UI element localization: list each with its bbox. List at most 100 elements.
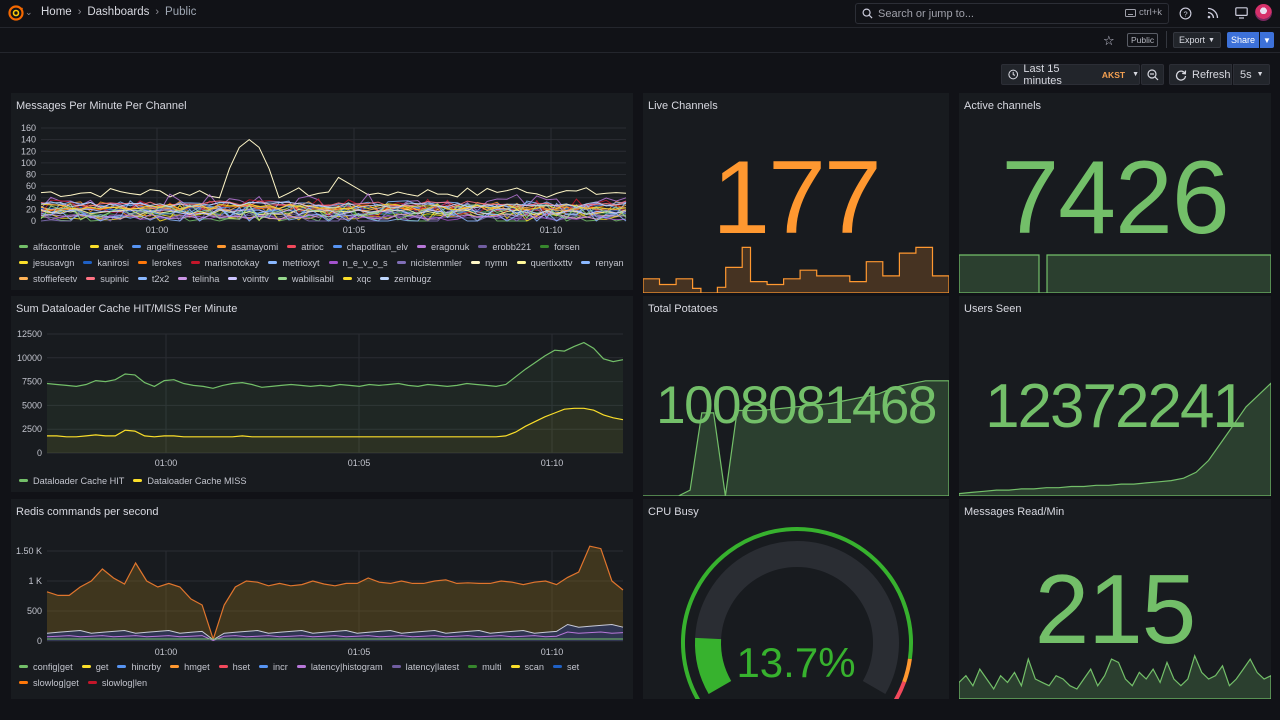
legend-label: xqc: [356, 273, 372, 284]
legend-item[interactable]: hset: [218, 661, 250, 672]
legend-item[interactable]: atrioc: [287, 241, 324, 252]
legend-item[interactable]: slowlog|get: [19, 677, 79, 688]
help-icon[interactable]: ?: [1177, 5, 1193, 21]
legend-item[interactable]: incr: [259, 661, 288, 672]
legend-item[interactable]: nymn: [471, 257, 508, 268]
legend-item[interactable]: scan: [510, 661, 544, 672]
share-dropdown-button[interactable]: ▼: [1260, 32, 1274, 48]
panel-redis-commands[interactable]: Redis commands per second 1.50 K 1 K 500 0 0…: [11, 499, 633, 699]
legend-swatch: [287, 245, 297, 248]
grafana-logo-icon[interactable]: [8, 5, 24, 21]
legend-item[interactable]: zembugz: [380, 273, 431, 284]
legend-item[interactable]: multi: [468, 661, 502, 672]
y-tick-label: 5000: [22, 400, 42, 410]
panel-messages-read[interactable]: Messages Read/Min 215: [959, 499, 1271, 699]
series-line-hmget: [46, 545, 624, 642]
legend-label: asamayomi: [231, 241, 279, 252]
legend-label: vointtv: [242, 273, 269, 284]
legend-label: nicistemmler: [410, 257, 463, 268]
breadcrumb-dashboards[interactable]: Dashboards: [87, 6, 150, 18]
time-range-picker[interactable]: Last 15 minutes AKST ▼: [1001, 63, 1140, 87]
panel-cpu-busy[interactable]: CPU Busy 13.7%: [643, 499, 949, 699]
search-input[interactable]: Search or jump to... ctrl+k: [855, 3, 1169, 24]
legend-item[interactable]: config|get: [19, 661, 73, 672]
chevron-down-icon[interactable]: ⌄: [25, 7, 33, 17]
legend-item[interactable]: chapotlitan_elv: [332, 241, 408, 252]
sparkline-area: [959, 254, 1271, 293]
legend-item[interactable]: supinic: [86, 273, 129, 284]
legend-item[interactable]: anek: [89, 241, 123, 252]
legend-item[interactable]: metrioxyt: [268, 257, 320, 268]
export-button[interactable]: Export ▼: [1173, 32, 1221, 48]
share-button[interactable]: Share: [1227, 32, 1259, 48]
legend-item[interactable]: telinha: [178, 273, 219, 284]
panel-messages-per-minute[interactable]: Messages Per Minute Per Channel 160 140 12…: [11, 93, 633, 290]
legend-item[interactable]: stoffiefeetv: [19, 273, 77, 284]
legend-label: erobb221: [492, 241, 532, 252]
export-label: Export: [1179, 35, 1206, 45]
legend-item[interactable]: set: [552, 661, 579, 672]
chevron-down-icon: ▼: [1208, 36, 1215, 44]
panel-users-seen[interactable]: Users Seen 12372241: [959, 296, 1271, 496]
zoom-out-button[interactable]: [1141, 64, 1164, 85]
legend-item[interactable]: hmget: [170, 661, 210, 672]
kiosk-monitor-icon[interactable]: [1233, 5, 1249, 21]
legend-item[interactable]: marisnotokay: [190, 257, 259, 268]
legend-item[interactable]: latency|latest: [391, 661, 459, 672]
x-tick-label: 01:05: [343, 225, 366, 235]
legend-item[interactable]: forsen: [540, 241, 580, 252]
legend-item[interactable]: Dataloader Cache MISS: [133, 475, 247, 486]
legend-item[interactable]: quertixxttv: [516, 257, 572, 268]
search-shortcut-text: ctrl+k: [1139, 7, 1162, 18]
series-line-miss: [47, 407, 624, 438]
legend-item[interactable]: renyan: [581, 257, 624, 268]
breadcrumb-home[interactable]: Home: [41, 6, 72, 18]
x-tick-label: 01:10: [541, 647, 564, 657]
legend-item[interactable]: latency|histogram: [296, 661, 383, 672]
gauge-value: 13.7%: [736, 639, 856, 686]
refresh-interval-picker[interactable]: 5s ▼: [1233, 64, 1270, 85]
legend-item[interactable]: hincrby: [117, 661, 161, 672]
timeseries-chart[interactable]: 12500 10000 7500 5000 2500 0 01:00 01:05 01:10: [11, 324, 633, 474]
refresh-button[interactable]: Refresh: [1169, 64, 1232, 85]
x-tick-label: 01:00: [146, 225, 169, 235]
legend-item[interactable]: vointtv: [228, 273, 269, 284]
panel-total-potatoes[interactable]: Total Potatoes 1008081468: [643, 296, 949, 496]
legend-item[interactable]: wabilisabil: [277, 273, 334, 284]
panel-active-channels[interactable]: Active channels 7426: [959, 93, 1271, 293]
series-line: [40, 206, 627, 222]
timeseries-chart[interactable]: 1.50 K 1 K 500 0 01:00 01:05 01:10: [11, 527, 633, 687]
series-line: [46, 623, 624, 641]
legend-label: renyan: [595, 257, 624, 268]
legend-item[interactable]: lerokes: [138, 257, 182, 268]
sparkline: [643, 246, 949, 293]
legend-swatch: [178, 277, 188, 280]
legend-item[interactable]: alfacontrole: [19, 241, 81, 252]
rss-news-icon[interactable]: [1205, 5, 1221, 21]
legend-label: slowlog|len: [101, 677, 148, 688]
legend-item[interactable]: jesusavgn: [19, 257, 74, 268]
legend-item[interactable]: t2x2: [137, 273, 169, 284]
legend-item[interactable]: angelfinesseee: [132, 241, 208, 252]
legend-item[interactable]: erobb221: [478, 241, 531, 252]
panel-live-channels[interactable]: Live Channels 177: [643, 93, 949, 293]
legend-item[interactable]: nicistemmler: [396, 257, 463, 268]
legend-item[interactable]: kanirosi: [83, 257, 129, 268]
legend-item[interactable]: Dataloader Cache HIT: [19, 475, 124, 486]
legend-item[interactable]: n_e_v_o_s: [328, 257, 388, 268]
legend-item[interactable]: get: [81, 661, 108, 672]
timezone-label: AKST: [1101, 69, 1126, 80]
user-avatar[interactable]: [1255, 4, 1272, 21]
toolbar-separator: [1166, 31, 1167, 48]
legend-swatch: [86, 277, 96, 280]
legend-item[interactable]: eragonuk: [417, 241, 469, 252]
legend-item[interactable]: slowlog|len: [87, 677, 148, 688]
star-icon[interactable]: ☆: [1103, 33, 1115, 48]
legend-swatch: [471, 261, 481, 264]
legend-label: stoffiefeetv: [33, 273, 78, 284]
panel-dataloader-cache[interactable]: Sum Dataloader Cache HIT/MISS Per Minute…: [11, 296, 633, 492]
legend-swatch: [332, 245, 342, 248]
legend-item[interactable]: xqc: [342, 273, 372, 284]
legend-item[interactable]: asamayomi: [217, 241, 278, 252]
